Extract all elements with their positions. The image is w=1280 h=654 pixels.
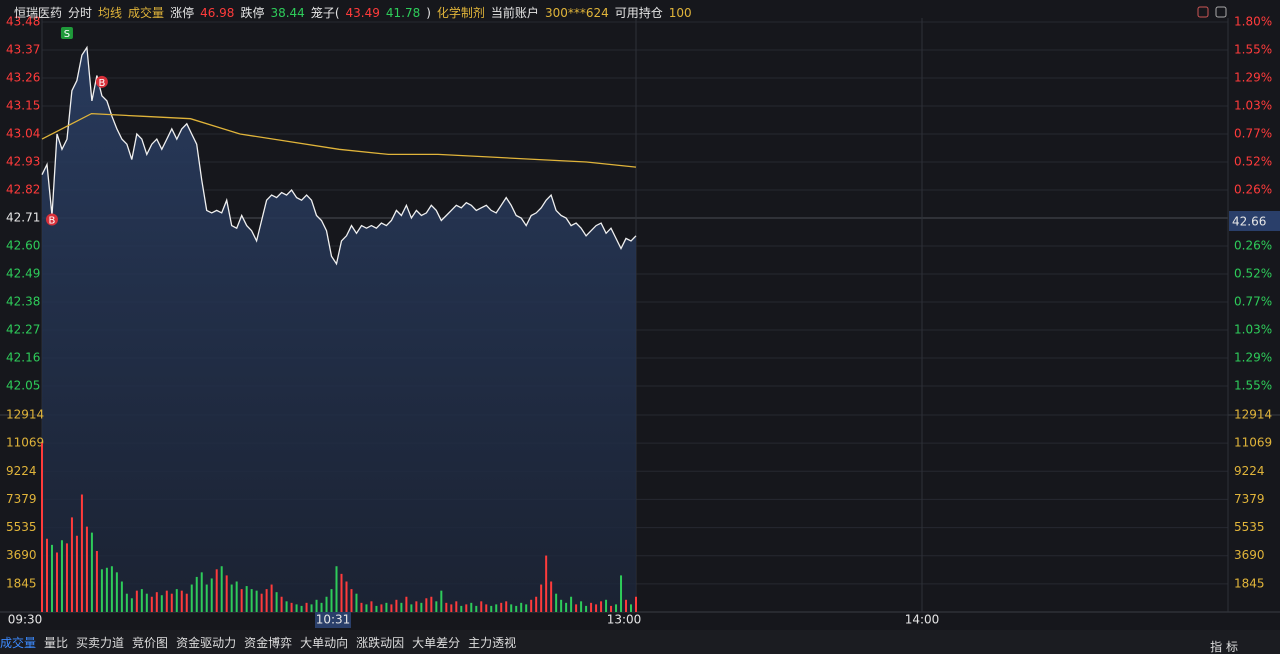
header-item: 43.49 (345, 6, 380, 20)
pct-tick-label: 0.77% (1234, 295, 1272, 309)
header-item: 笼子( (310, 6, 340, 20)
trade-marker-label: S (64, 29, 70, 40)
header-item: ) (426, 6, 431, 20)
header-item: 300***624 (544, 6, 609, 20)
price-tick-label: 43.48 (6, 15, 40, 29)
price-tick-label: 43.15 (6, 99, 40, 113)
current-price: 42.66 (1232, 215, 1266, 229)
tab[interactable]: 竞价图 (132, 636, 169, 650)
pct-tick-label: 1.03% (1234, 99, 1272, 113)
volume-tick-label: 1845 (6, 576, 37, 590)
header-item: 38.44 (270, 6, 305, 20)
pct-tick-label: 1.29% (1234, 71, 1272, 85)
price-tick-label: 43.04 (6, 127, 40, 141)
header-item: 成交量 (128, 6, 165, 20)
pct-tick-label: 1.29% (1234, 351, 1272, 365)
current-price-box (1229, 211, 1280, 231)
time-label: 10:31 (316, 613, 351, 627)
price-tick-label: 43.37 (6, 43, 40, 57)
tab[interactable]: 大单差分 (412, 636, 461, 650)
header-item: 跌停 (240, 6, 265, 20)
tab[interactable]: 成交量 (0, 636, 37, 650)
header-item: 46.98 (200, 6, 235, 20)
trade-marker (95, 75, 108, 88)
price-tick-label: 42.49 (6, 267, 40, 281)
tab[interactable]: 大单动向 (300, 636, 349, 650)
volume-tick-label: 5535 (6, 520, 37, 534)
price-tick-label: 42.16 (6, 351, 40, 365)
volume-tick-label-right: 1845 (1234, 576, 1265, 590)
header-item: 均线 (98, 6, 123, 20)
volume-tick-label-right: 5535 (1234, 520, 1265, 534)
volume-tick-label-right: 12914 (1234, 408, 1272, 422)
time-label: 14:00 (905, 613, 940, 627)
price-tick-label: 43.26 (6, 71, 40, 85)
volume-tick-label: 9224 (6, 464, 37, 478)
tab-bar: 成交量 量比 买卖力道 竞价图 资金驱动力 资金博弈 大单动向 涨跌动因 大单差分 主力透视 指 标 (0, 630, 1280, 654)
price-tick-label: 42.38 (6, 295, 40, 309)
pct-tick-label: 0.26% (1234, 183, 1272, 197)
pct-tick-label: 0.77% (1234, 127, 1272, 141)
header-item: 分时 (68, 6, 93, 20)
header-item: 恒瑞医药 (14, 6, 63, 20)
trade-marker-label: B (98, 78, 105, 89)
price-tick-label: 42.71 (6, 211, 40, 225)
header-item: 涨停 (170, 6, 195, 20)
time-label: 13:00 (607, 613, 642, 627)
trade-marker-label: B (49, 215, 56, 226)
tab[interactable]: 主力透视 (468, 636, 517, 650)
tab[interactable]: 资金博弈 (244, 636, 293, 650)
volume-tick-label: 3690 (6, 548, 37, 562)
tab[interactable]: 买卖力道 (76, 636, 125, 650)
header-item: 当前账户 (490, 6, 539, 20)
price-line (41, 45, 637, 266)
price-tick-label: 42.82 (6, 183, 40, 197)
pct-tick-label: 1.55% (1234, 379, 1272, 393)
pct-tick-label: 0.26% (1234, 239, 1272, 253)
volume-tick-label-right: 11069 (1234, 436, 1272, 450)
price-tick-label: 42.05 (6, 379, 40, 393)
trade-marker (60, 27, 73, 39)
price-tick-label: 42.60 (6, 239, 40, 253)
pct-tick-label: 0.52% (1234, 155, 1272, 169)
header-item: 100 (668, 6, 692, 20)
tab[interactable]: 资金驱动力 (176, 636, 237, 650)
pct-tick-label: 1.80% (1234, 15, 1272, 29)
indicator-button[interactable]: 指 标 (1210, 640, 1238, 654)
volume-tick-label-right: 7379 (1234, 492, 1265, 506)
intraday-chart: 43.48 43.37 43.26 43.15 43.04 42.93 42.82 42.71… (0, 6, 1280, 628)
price-tick-label: 42.93 (6, 155, 40, 169)
volume-tick-label: 7379 (6, 492, 37, 506)
tab[interactable]: 量比 (44, 636, 69, 650)
avg-line (41, 112, 637, 168)
window-button (1197, 6, 1209, 18)
volume-tick-label: 11069 (6, 436, 44, 450)
window-button (1215, 6, 1227, 18)
volume-tick-label-right: 3690 (1234, 548, 1265, 562)
header-item: 可用持仓 (614, 6, 663, 20)
header-item: 化学制剂 (436, 6, 485, 20)
trade-marker (45, 213, 58, 226)
header-bar: 恒瑞医药 分时 均线 成交量 涨停 46.98 跌停 38.44 笼子( 43.49 41.78) 化… (14, 4, 698, 21)
time-label: 09:30 (8, 613, 43, 627)
pct-tick-label: 1.03% (1234, 323, 1272, 337)
volume-tick-label-right: 9224 (1234, 464, 1265, 478)
volume-tick-label: 12914 (6, 408, 44, 422)
pct-tick-label: 0.52% (1234, 267, 1272, 281)
pct-tick-label: 1.55% (1234, 43, 1272, 57)
price-tick-label: 42.27 (6, 323, 40, 337)
cursor-time-box (315, 612, 351, 628)
header-item: 41.78 (385, 6, 421, 20)
tab[interactable]: 涨跌动因 (356, 636, 405, 650)
price-area (42, 47, 636, 612)
